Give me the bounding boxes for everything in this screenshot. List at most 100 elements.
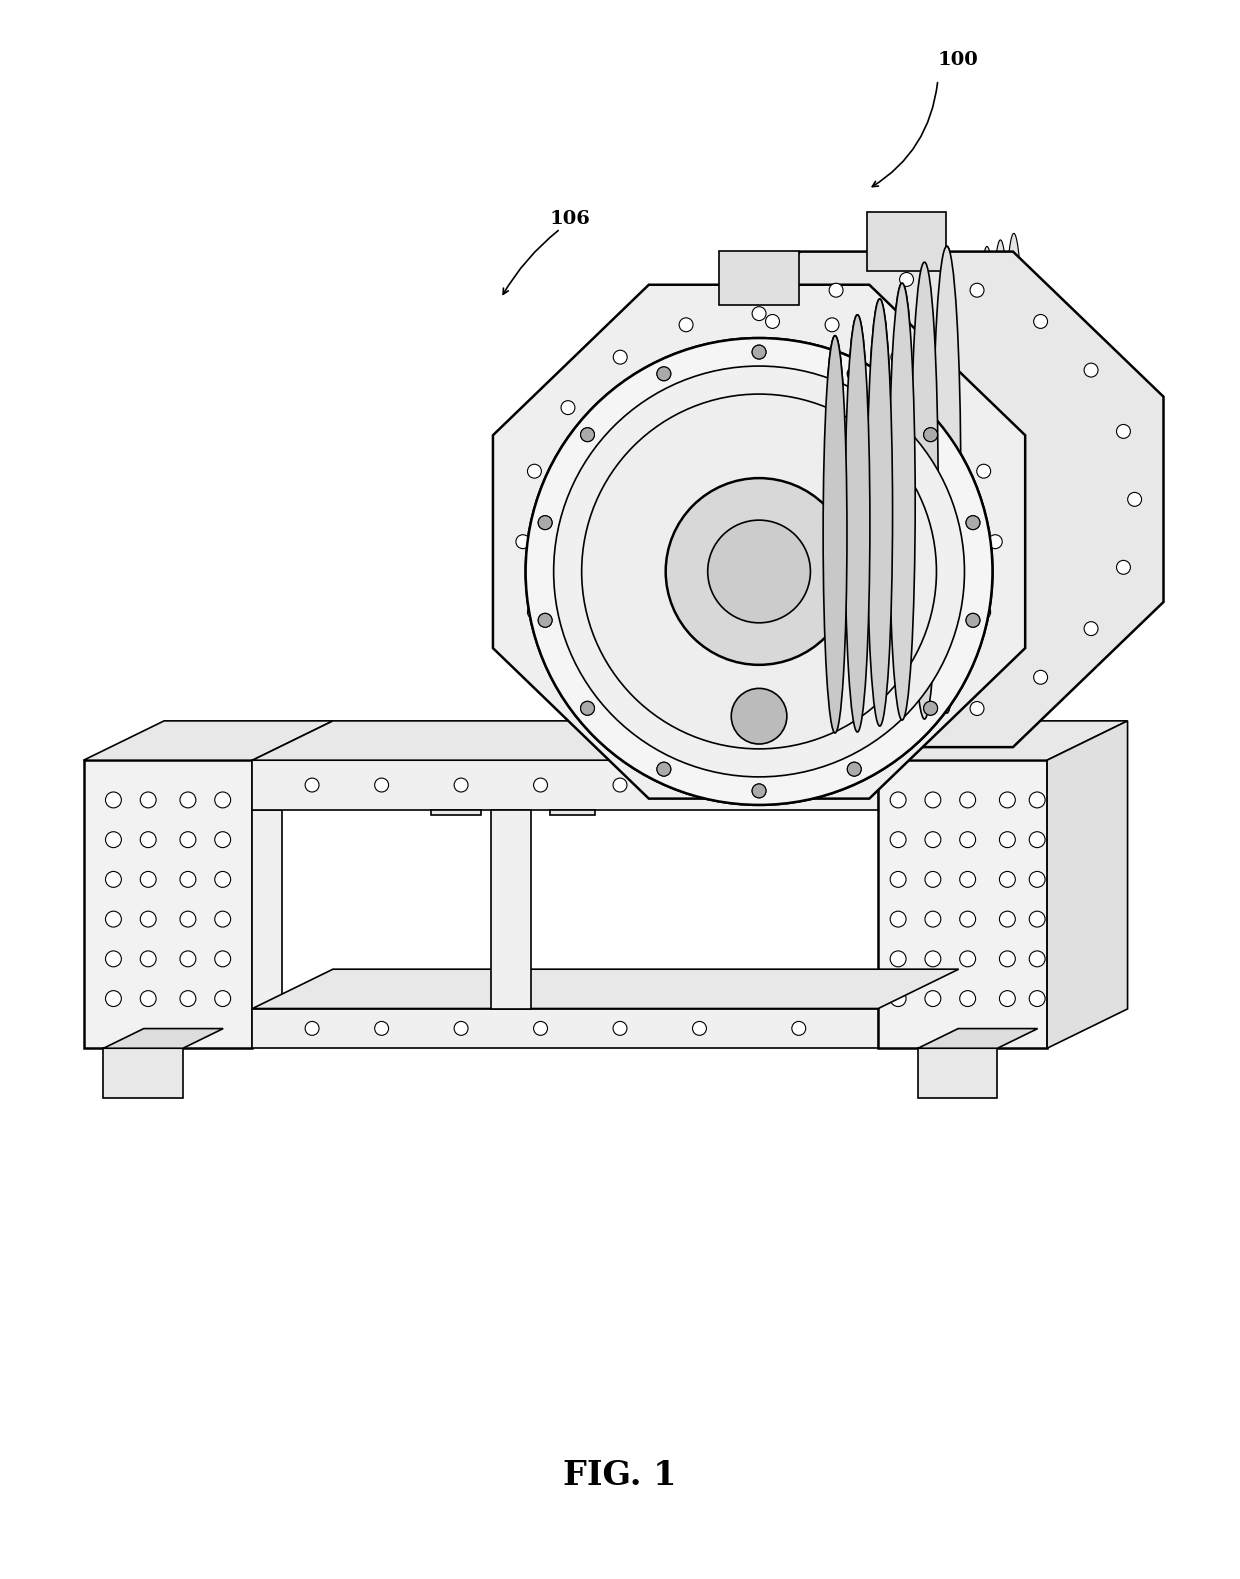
Polygon shape [432, 810, 481, 815]
Circle shape [105, 832, 122, 848]
Ellipse shape [582, 395, 936, 748]
Circle shape [1034, 314, 1048, 328]
Circle shape [215, 990, 231, 1006]
Circle shape [925, 951, 941, 966]
Circle shape [924, 428, 937, 442]
Circle shape [732, 688, 787, 744]
Polygon shape [650, 251, 1163, 747]
Circle shape [924, 701, 937, 715]
Ellipse shape [708, 519, 811, 622]
Ellipse shape [988, 240, 1012, 666]
Circle shape [140, 990, 156, 1006]
Circle shape [614, 351, 627, 365]
Ellipse shape [526, 338, 992, 805]
Ellipse shape [867, 298, 893, 726]
Polygon shape [551, 810, 595, 815]
Ellipse shape [666, 478, 852, 665]
Circle shape [792, 1022, 806, 1036]
Ellipse shape [905, 253, 961, 720]
Circle shape [538, 516, 552, 529]
Circle shape [560, 669, 575, 682]
Polygon shape [103, 1028, 223, 1048]
Circle shape [215, 793, 231, 808]
Circle shape [966, 516, 980, 529]
Circle shape [847, 763, 862, 777]
Circle shape [925, 793, 941, 808]
Polygon shape [918, 1028, 1038, 1048]
Polygon shape [253, 759, 878, 810]
Circle shape [140, 832, 156, 848]
Circle shape [960, 990, 976, 1006]
Circle shape [657, 763, 671, 777]
Circle shape [215, 951, 231, 966]
Circle shape [140, 793, 156, 808]
Circle shape [825, 317, 839, 332]
Circle shape [1116, 425, 1131, 439]
Circle shape [988, 535, 1002, 548]
Circle shape [999, 990, 1016, 1006]
Circle shape [892, 718, 905, 733]
Circle shape [890, 793, 906, 808]
Circle shape [944, 401, 957, 415]
Circle shape [1116, 561, 1131, 575]
Ellipse shape [889, 283, 915, 720]
Circle shape [765, 314, 780, 328]
Text: 106: 106 [893, 270, 934, 287]
Circle shape [753, 346, 766, 358]
Circle shape [527, 464, 542, 478]
Circle shape [454, 778, 467, 793]
Circle shape [538, 613, 552, 627]
Circle shape [999, 832, 1016, 848]
Ellipse shape [889, 283, 915, 720]
Circle shape [715, 363, 729, 377]
Circle shape [1029, 990, 1045, 1006]
Circle shape [538, 613, 552, 627]
Circle shape [692, 778, 707, 793]
Circle shape [890, 990, 906, 1006]
Circle shape [899, 712, 914, 726]
Circle shape [657, 763, 671, 777]
Circle shape [140, 951, 156, 966]
Circle shape [105, 793, 122, 808]
Circle shape [140, 911, 156, 927]
Ellipse shape [1002, 234, 1025, 660]
Circle shape [533, 778, 548, 793]
Circle shape [180, 990, 196, 1006]
Polygon shape [719, 251, 799, 305]
Circle shape [960, 832, 976, 848]
Circle shape [753, 763, 766, 777]
Circle shape [925, 872, 941, 887]
Circle shape [753, 783, 766, 797]
Text: 104: 104 [1071, 483, 1112, 501]
Polygon shape [253, 810, 283, 1009]
Circle shape [683, 561, 697, 575]
Polygon shape [759, 253, 934, 805]
Circle shape [1084, 363, 1097, 377]
Text: FIG. 1: FIG. 1 [563, 1459, 677, 1492]
Circle shape [105, 990, 122, 1006]
Circle shape [538, 516, 552, 529]
Circle shape [999, 793, 1016, 808]
Ellipse shape [844, 314, 870, 733]
Circle shape [560, 401, 575, 415]
Circle shape [305, 1022, 319, 1036]
Polygon shape [253, 970, 959, 1009]
Circle shape [1029, 911, 1045, 927]
Circle shape [753, 306, 766, 321]
Circle shape [830, 701, 843, 715]
Circle shape [960, 951, 976, 966]
Circle shape [1029, 793, 1045, 808]
Circle shape [454, 1022, 467, 1036]
Circle shape [1127, 493, 1142, 507]
Circle shape [715, 622, 729, 636]
Circle shape [890, 911, 906, 927]
Circle shape [105, 951, 122, 966]
Circle shape [925, 911, 941, 927]
Circle shape [732, 688, 787, 744]
Circle shape [753, 346, 766, 358]
Text: 110: 110 [1052, 613, 1092, 630]
Circle shape [180, 872, 196, 887]
Circle shape [680, 317, 693, 332]
Circle shape [657, 366, 671, 381]
Circle shape [892, 351, 905, 365]
